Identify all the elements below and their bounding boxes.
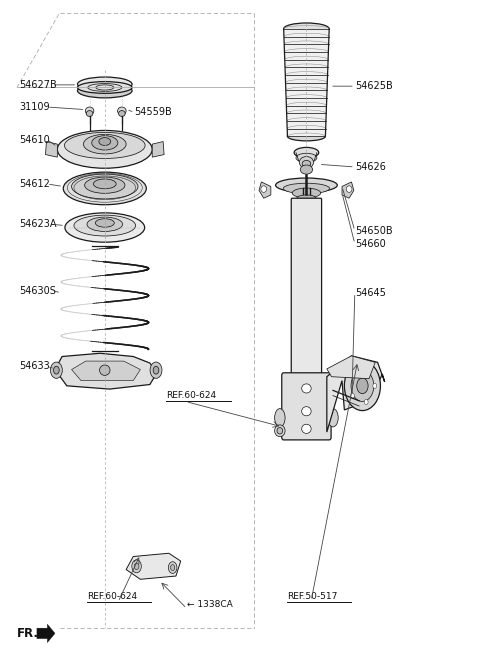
Ellipse shape (77, 83, 132, 98)
Polygon shape (327, 356, 384, 432)
Ellipse shape (50, 362, 62, 378)
Ellipse shape (57, 131, 152, 168)
Text: 54633: 54633 (19, 361, 50, 371)
Text: 54559B: 54559B (135, 107, 172, 117)
Circle shape (351, 370, 374, 401)
FancyBboxPatch shape (282, 373, 331, 440)
Ellipse shape (85, 107, 94, 115)
Ellipse shape (63, 172, 146, 205)
Polygon shape (46, 141, 57, 157)
Polygon shape (259, 182, 271, 198)
Ellipse shape (134, 563, 139, 570)
Ellipse shape (65, 213, 144, 242)
Ellipse shape (275, 409, 285, 427)
Circle shape (350, 373, 354, 378)
Ellipse shape (275, 425, 285, 437)
Polygon shape (37, 624, 55, 643)
Text: 54645: 54645 (355, 288, 386, 298)
Ellipse shape (302, 160, 311, 167)
Ellipse shape (296, 153, 317, 162)
Ellipse shape (92, 136, 118, 150)
Circle shape (350, 393, 354, 398)
Ellipse shape (297, 195, 316, 202)
Text: 54625B: 54625B (355, 81, 393, 91)
Text: 54627B: 54627B (19, 80, 57, 90)
FancyBboxPatch shape (291, 198, 322, 375)
Ellipse shape (99, 137, 111, 145)
Ellipse shape (284, 23, 329, 35)
Text: ← 1338CA: ← 1338CA (187, 600, 233, 608)
Text: 54630S: 54630S (19, 286, 56, 296)
Ellipse shape (356, 397, 365, 410)
Text: 31109: 31109 (19, 102, 50, 112)
Ellipse shape (300, 165, 312, 174)
Polygon shape (327, 356, 375, 378)
Ellipse shape (346, 186, 352, 193)
Polygon shape (152, 141, 164, 157)
Text: REF.60-624: REF.60-624 (167, 391, 216, 400)
Ellipse shape (87, 217, 122, 231)
Text: 54623A: 54623A (19, 219, 57, 229)
Ellipse shape (94, 179, 116, 189)
Ellipse shape (132, 560, 141, 573)
Ellipse shape (119, 110, 125, 116)
Circle shape (344, 361, 381, 411)
Ellipse shape (301, 424, 311, 434)
Ellipse shape (168, 562, 177, 574)
Text: 54612: 54612 (19, 179, 50, 189)
Ellipse shape (54, 367, 59, 374)
Text: 54626: 54626 (355, 162, 386, 172)
Ellipse shape (300, 156, 313, 168)
Ellipse shape (301, 384, 311, 393)
Ellipse shape (328, 409, 338, 427)
Ellipse shape (301, 407, 311, 416)
Ellipse shape (261, 186, 266, 193)
Text: 54610: 54610 (19, 135, 50, 145)
Ellipse shape (150, 362, 162, 378)
Ellipse shape (283, 183, 330, 194)
Circle shape (364, 367, 368, 373)
Ellipse shape (118, 107, 126, 115)
Text: REF.60-624: REF.60-624 (87, 592, 137, 600)
Circle shape (373, 383, 377, 388)
Ellipse shape (277, 428, 283, 434)
Ellipse shape (292, 188, 321, 198)
Ellipse shape (288, 132, 325, 141)
Ellipse shape (170, 564, 175, 570)
Ellipse shape (96, 219, 114, 227)
Ellipse shape (72, 174, 138, 199)
Ellipse shape (86, 110, 93, 116)
Polygon shape (55, 353, 157, 389)
Text: 54650B: 54650B (355, 226, 393, 236)
Ellipse shape (84, 135, 126, 154)
Ellipse shape (64, 133, 145, 158)
Circle shape (364, 399, 368, 405)
Ellipse shape (303, 191, 310, 196)
Polygon shape (342, 182, 354, 198)
Polygon shape (72, 361, 140, 380)
Ellipse shape (153, 367, 159, 374)
Polygon shape (284, 29, 329, 136)
Ellipse shape (294, 147, 319, 158)
Ellipse shape (99, 365, 110, 375)
Circle shape (357, 378, 368, 394)
Polygon shape (126, 553, 180, 579)
Ellipse shape (84, 177, 125, 193)
Text: FR.: FR. (17, 627, 39, 640)
Text: REF.50-517: REF.50-517 (288, 592, 338, 600)
Ellipse shape (77, 77, 132, 91)
Ellipse shape (77, 81, 132, 93)
Ellipse shape (74, 215, 136, 236)
Text: 54660: 54660 (355, 238, 385, 249)
Ellipse shape (276, 178, 337, 193)
